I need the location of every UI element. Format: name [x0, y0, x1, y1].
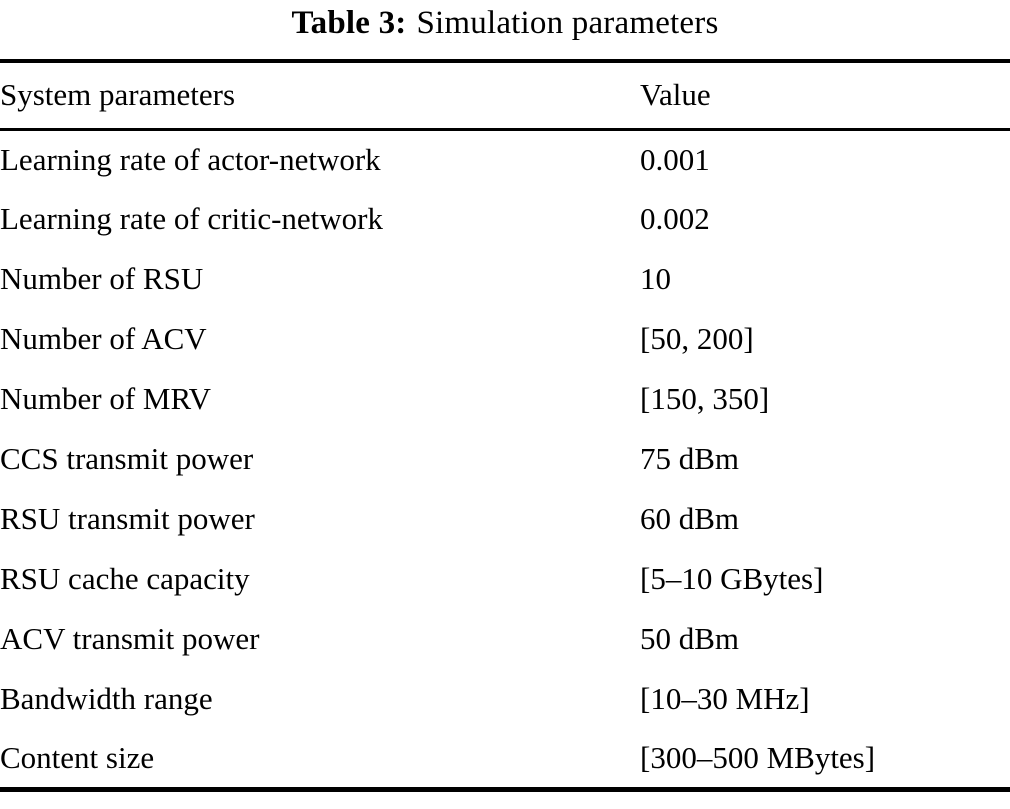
- parameter-cell: Learning rate of actor-network: [0, 141, 381, 177]
- table-row: Number of MRV [150, 350]: [0, 369, 1010, 429]
- column-header-system-parameters: System parameters: [0, 61, 640, 131]
- parameter-cell: Bandwidth range: [0, 681, 213, 716]
- table-body: Learning rate of actor-network 0.001 Learn…: [0, 129, 1010, 789]
- value-cell: 0.001: [640, 141, 710, 177]
- parameter-cell: Number of ACV: [0, 321, 207, 356]
- table-caption: Table 3: Simulation parameters: [0, 0, 1010, 59]
- table-header: System parameters Value: [0, 61, 1010, 131]
- parameter-cell: Learning rate of critic-network: [0, 201, 384, 236]
- parameter-cell: RSU cache capacity: [0, 561, 250, 596]
- column-header-value: Value: [640, 61, 1010, 131]
- table-row: RSU cache capacity [5–10 GBytes]: [0, 549, 1010, 609]
- value-cell: [50, 200]: [640, 321, 754, 356]
- parameter-cell: RSU transmit power: [0, 501, 255, 536]
- table-caption-text: Simulation parameters: [416, 5, 719, 41]
- table-row: Number of RSU 10: [0, 249, 1010, 309]
- value-cell: [300–500 MBytes]: [640, 739, 876, 775]
- value-cell: [150, 350]: [640, 381, 770, 416]
- value-cell: 60 dBm: [640, 501, 740, 536]
- value-cell: [10–30 MHz]: [640, 681, 810, 716]
- table-row: CCS transmit power 75 dBm: [0, 429, 1010, 489]
- table-header-row: System parameters Value: [0, 61, 1010, 131]
- table-row: Learning rate of actor-network 0.001: [0, 129, 1010, 189]
- table-row: ACV transmit power 50 dBm: [0, 609, 1010, 669]
- table-row: Bandwidth range [10–30 MHz]: [0, 669, 1010, 729]
- value-cell: 0.002: [640, 201, 710, 236]
- value-cell: 75 dBm: [640, 441, 740, 476]
- table-row: RSU transmit power 60 dBm: [0, 489, 1010, 549]
- parameter-cell: Number of RSU: [0, 261, 204, 296]
- value-cell: 50 dBm: [640, 621, 740, 656]
- table-row: Learning rate of critic-network 0.002: [0, 189, 1010, 249]
- parameter-cell: CCS transmit power: [0, 441, 254, 476]
- parameter-cell: ACV transmit power: [0, 621, 260, 656]
- parameter-cell: Content size: [0, 739, 155, 775]
- table-row: Number of ACV [50, 200]: [0, 309, 1010, 369]
- simulation-parameters-table: System parameters Value Learning rate of…: [0, 59, 1010, 792]
- parameter-cell: Number of MRV: [0, 381, 212, 416]
- value-cell: [5–10 GBytes]: [640, 561, 824, 596]
- value-cell: 10: [640, 261, 671, 296]
- table-row: Content size [300–500 MBytes]: [0, 729, 1010, 789]
- table-caption-label: Table 3:: [291, 5, 407, 41]
